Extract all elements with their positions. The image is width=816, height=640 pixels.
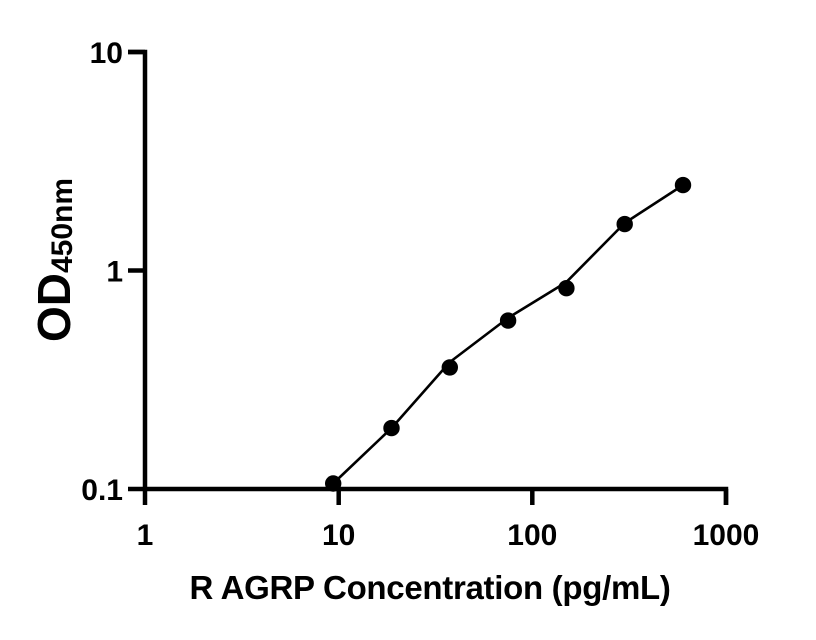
data-point	[674, 176, 692, 194]
y-axis-title: OD450nm	[28, 178, 80, 342]
data-point	[499, 312, 517, 329]
x-tick-label: 100	[507, 519, 557, 552]
x-tick-label: 10	[322, 519, 355, 552]
data-point	[616, 215, 633, 233]
x-axis-title: R AGRP Concentration (pg/mL)	[189, 569, 670, 606]
x-tick-label: 1	[137, 519, 154, 552]
y-tick-label: 10	[90, 37, 123, 70]
axis-spines	[128, 49, 729, 505]
data-point	[383, 419, 400, 437]
data-point	[558, 280, 575, 297]
y-tick-label: 1	[106, 256, 123, 289]
data-points	[325, 176, 692, 492]
axis-ticks: 1 10 100 1000 10 1 0.1	[81, 37, 759, 552]
y-tick-label: 0.1	[81, 474, 123, 507]
y-axis-title-sub: 450nm	[46, 178, 79, 273]
data-point	[325, 475, 342, 492]
y-axis-title-main: OD	[28, 273, 80, 342]
x-tick-label: 1000	[693, 519, 760, 552]
data-point	[441, 359, 458, 376]
